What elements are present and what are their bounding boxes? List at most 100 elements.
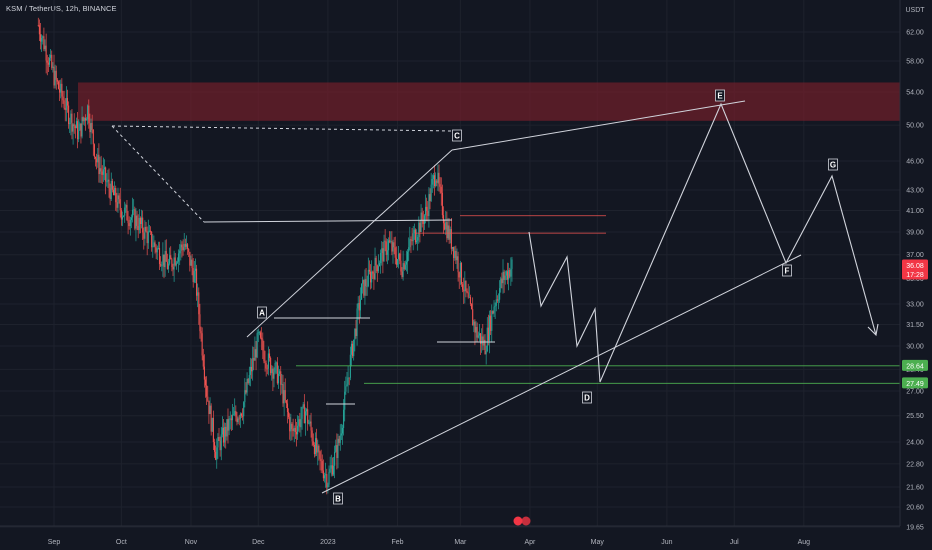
candle-body [454, 250, 456, 259]
candle-body [286, 403, 289, 413]
price-badge-28-64: 28.64 [902, 359, 928, 371]
candle-body [147, 231, 149, 244]
candle-body [199, 314, 201, 332]
candle-body [343, 409, 345, 428]
candle-body [165, 250, 167, 262]
price-badge-27-49: 27.49 [902, 377, 928, 389]
candle-body [109, 188, 111, 200]
candle-body [416, 240, 418, 243]
candle-body [473, 321, 475, 326]
candle-body [128, 223, 130, 227]
candle-body [486, 327, 488, 352]
projection-path [528, 102, 877, 383]
candle-body [220, 434, 222, 451]
candle-body [126, 205, 128, 221]
candle-body [340, 433, 342, 436]
candle-body [410, 239, 412, 241]
candle-body [37, 25, 39, 26]
candle-body [238, 418, 240, 420]
grid-lines [0, 0, 900, 528]
candle-body [207, 396, 209, 401]
candle-body [347, 377, 349, 385]
candle-body [432, 175, 434, 179]
candle-body [504, 275, 506, 280]
candle-body [161, 265, 163, 267]
candle-body [61, 83, 63, 97]
candle-body [435, 180, 437, 186]
price-badge-text: 27.49 [906, 381, 924, 388]
wave-label-box [782, 264, 792, 277]
candle-body [362, 279, 364, 284]
candle-body [83, 118, 85, 122]
candle-body [490, 315, 492, 331]
candle-body [145, 226, 147, 232]
candle-body [225, 426, 227, 437]
candle-body [151, 231, 153, 248]
candle-body [285, 400, 287, 404]
event-marker-icon [513, 516, 531, 526]
time-tick: Apr [524, 539, 536, 546]
price-tick: 62.00 [906, 30, 924, 37]
price-badge-text: 36.08 [906, 263, 924, 270]
candle-body [248, 374, 250, 384]
wave-label-text: D [584, 394, 590, 403]
candle-body [198, 292, 200, 315]
candle-body [295, 431, 298, 435]
candle-body [134, 209, 136, 229]
candle-body [501, 278, 503, 284]
candle-body [373, 273, 375, 280]
price-tick: 20.60 [906, 505, 924, 512]
candle-body [235, 411, 237, 417]
candle-body [190, 259, 192, 266]
candle-body [141, 217, 143, 225]
candle-body [244, 390, 246, 403]
candle-body [493, 306, 495, 314]
candle-body [469, 297, 471, 304]
candle-body [457, 256, 459, 273]
candle-body [233, 414, 235, 416]
wedge-lower-line [321, 254, 802, 494]
candle-body [230, 418, 232, 421]
candle-body [378, 263, 381, 267]
candle-body [139, 218, 141, 225]
time-tick: Oct [116, 539, 127, 546]
candle-body [102, 169, 104, 175]
price-badge-bg [902, 359, 928, 371]
candle-body [485, 351, 487, 355]
candle-body [152, 246, 154, 248]
candle-body [423, 215, 425, 224]
candle-body [385, 241, 387, 255]
candle-body [252, 357, 254, 372]
candle-body [482, 336, 484, 346]
candle-body [178, 253, 180, 262]
candle-body [300, 418, 302, 428]
candle-body [323, 475, 326, 479]
candle-body [395, 257, 397, 265]
candle-body [171, 259, 173, 268]
wave-label-box [333, 492, 343, 505]
candle-body [226, 419, 228, 437]
time-tick: Dec [252, 539, 265, 546]
candle-body [400, 260, 402, 272]
wave-label-box [452, 129, 462, 142]
candle-body [213, 442, 216, 452]
candle-body [480, 333, 482, 345]
candle-body [338, 438, 340, 443]
candle-body [358, 302, 360, 311]
candle-body [70, 113, 72, 123]
candle-body [359, 299, 361, 311]
candle-body [387, 240, 390, 251]
candle-body [114, 187, 116, 196]
price-tick: 22.80 [906, 461, 924, 468]
candle-body [187, 244, 189, 249]
time-tick: Jun [661, 539, 672, 546]
candle-body [69, 122, 71, 125]
candle-body [492, 311, 494, 314]
candle-body [265, 362, 267, 369]
candle-body [121, 216, 124, 220]
candle-body [284, 390, 286, 401]
candle-body [210, 405, 212, 432]
price-badge-text: 28.64 [906, 363, 924, 370]
candle-body [446, 222, 448, 239]
